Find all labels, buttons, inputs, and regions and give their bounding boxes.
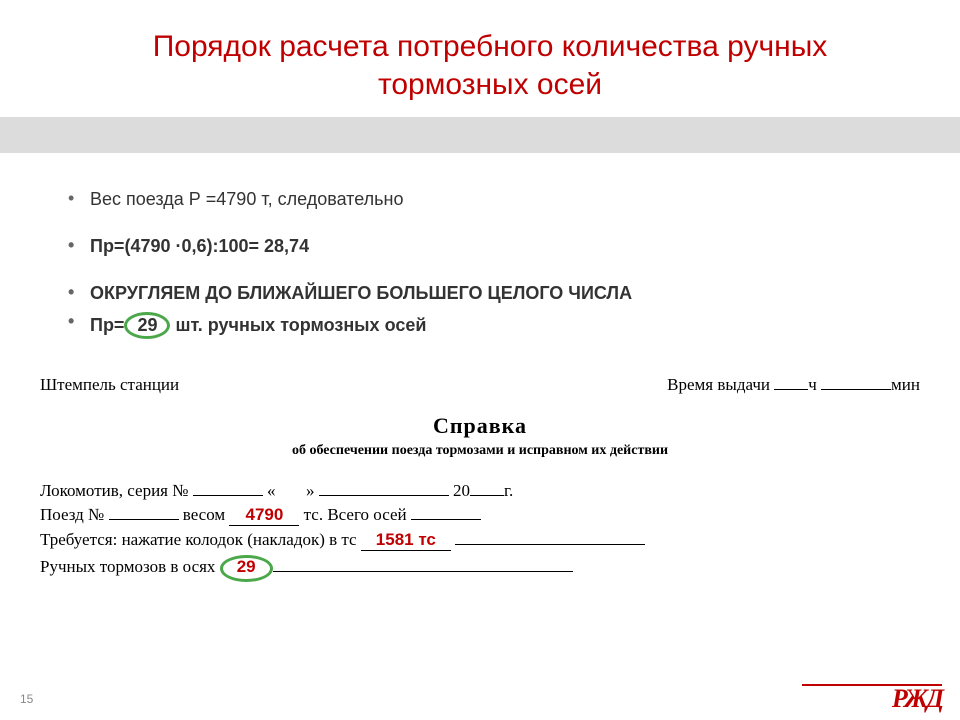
slide-title: Порядок расчета потребного количества ру… [80, 28, 900, 103]
unit-min: мин [891, 375, 920, 394]
blank [411, 519, 481, 520]
divider-bar [0, 117, 960, 153]
fill-weight: 4790 [229, 505, 299, 526]
bullet-text: ОКРУГЛЯЕМ ДО БЛИЖАЙШЕГО БОЛЬШЕГО ЦЕЛОГО … [90, 283, 632, 303]
label: тс. Всего осей [304, 505, 407, 524]
content-area: Вес поезда Р =4790 т, следовательно Пр=(… [0, 153, 960, 339]
bullet-list: Вес поезда Р =4790 т, следовательно Пр=(… [60, 189, 900, 339]
bullet-item: Вес поезда Р =4790 т, следовательно [60, 189, 900, 210]
form-title: Справка [40, 413, 920, 439]
fill-press: 1581 тс [361, 530, 451, 551]
blank [319, 495, 449, 496]
page-number: 15 [20, 692, 33, 706]
blank [193, 495, 263, 496]
quote-close: » [306, 481, 315, 500]
bullet-prefix: Пр= [90, 315, 124, 335]
form-block: Штемпель станции Время выдачи ч мин Спра… [0, 365, 960, 582]
form-header: Штемпель станции Время выдачи ч мин [40, 375, 920, 395]
label: Требуется: нажатие колодок (накладок) в … [40, 530, 357, 549]
slide: Порядок расчета потребного количества ру… [0, 0, 960, 720]
title-area: Порядок расчета потребного количества ру… [0, 0, 960, 117]
year-prefix: 20 [453, 481, 470, 500]
label: весом [183, 505, 225, 524]
form-line-4: Ручных тормозов в осях 29 [40, 555, 920, 582]
fill-axles-circled: 29 [220, 555, 273, 582]
stamp-label: Штемпель станции [40, 375, 179, 395]
circled-value: 29 [124, 312, 170, 339]
year-suffix: г. [504, 481, 513, 500]
rzd-logo: РЖД [892, 684, 942, 714]
label: Поезд № [40, 505, 104, 524]
bullet-item: ОКРУГЛЯЕМ ДО БЛИЖАЙШЕГО БОЛЬШЕГО ЦЕЛОГО … [60, 283, 900, 304]
bullet-text: Вес поезда Р =4790 т, следовательно [90, 189, 403, 209]
quote-open: « [267, 481, 276, 500]
blank-hours [774, 389, 808, 390]
bullet-text: Пр=(4790 ·0,6):100= 28,74 [90, 236, 309, 256]
blank [273, 571, 573, 572]
form-line-2: Поезд № весом 4790 тс. Всего осей [40, 505, 920, 526]
blank [109, 519, 179, 520]
form-subtitle: об обеспечении поезда тормозами и исправ… [40, 443, 920, 459]
time-label: Время выдачи ч мин [667, 375, 920, 395]
label: Локомотив, серия № [40, 481, 188, 500]
label: Ручных тормозов в осях [40, 557, 215, 576]
blank [470, 495, 504, 496]
unit-h: ч [808, 375, 817, 394]
blank-min [821, 389, 891, 390]
bullet-item: Пр=29 шт. ручных тормозных осей [60, 312, 900, 339]
time-text: Время выдачи [667, 375, 770, 394]
form-line-1: Локомотив, серия № « » 20 г. [40, 481, 920, 501]
form-line-3: Требуется: нажатие колодок (накладок) в … [40, 530, 920, 551]
blank [455, 544, 645, 545]
bullet-suffix: шт. ручных тормозных осей [170, 315, 426, 335]
bullet-item: Пр=(4790 ·0,6):100= 28,74 [60, 236, 900, 257]
